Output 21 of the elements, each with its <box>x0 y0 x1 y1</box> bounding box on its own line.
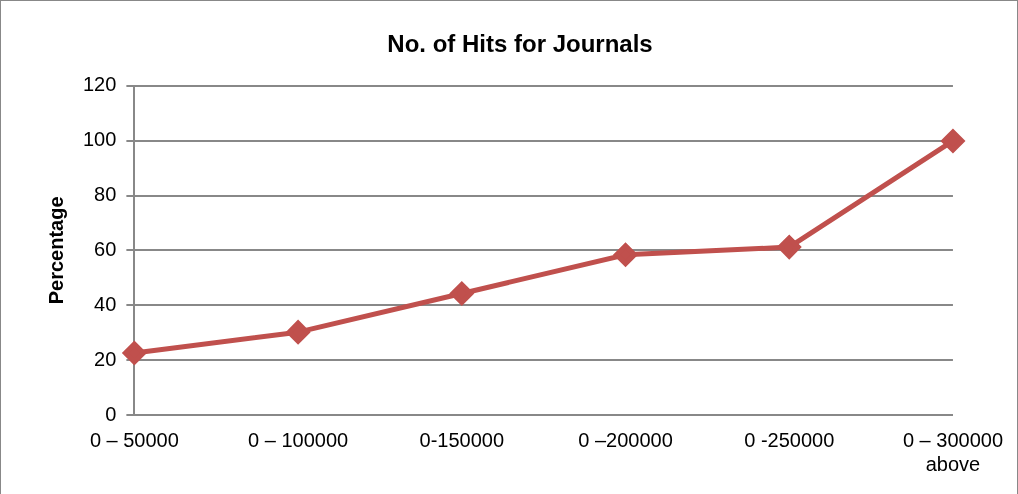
x-tick-label: 0 -250000 <box>744 428 835 451</box>
y-tick-label: 40 <box>94 292 117 315</box>
x-tick-label: 0 – 100000 <box>248 428 349 451</box>
y-tick-label: 20 <box>94 347 117 370</box>
y-tick-label: 80 <box>94 183 117 206</box>
point <box>450 281 474 305</box>
y-tick-label: 120 <box>82 73 117 96</box>
chart-title: No. of Hits for Journals <box>387 30 653 58</box>
point <box>614 243 638 267</box>
x-tick-label: 0 –200000 <box>578 428 673 451</box>
y-tick-label: 0 <box>105 402 117 425</box>
x-tick-label: 0-150000 <box>419 428 505 451</box>
point <box>122 341 146 365</box>
y-axis-title: Percentage <box>44 196 67 305</box>
x-tick-label: 0 – 300000 above <box>902 428 1004 475</box>
y-tick-label: 100 <box>82 128 117 151</box>
point <box>286 320 310 344</box>
x-tick-label: 0 – 50000 <box>89 428 179 451</box>
point <box>941 129 965 153</box>
y-tick-label: 60 <box>94 237 117 260</box>
point <box>777 235 801 259</box>
